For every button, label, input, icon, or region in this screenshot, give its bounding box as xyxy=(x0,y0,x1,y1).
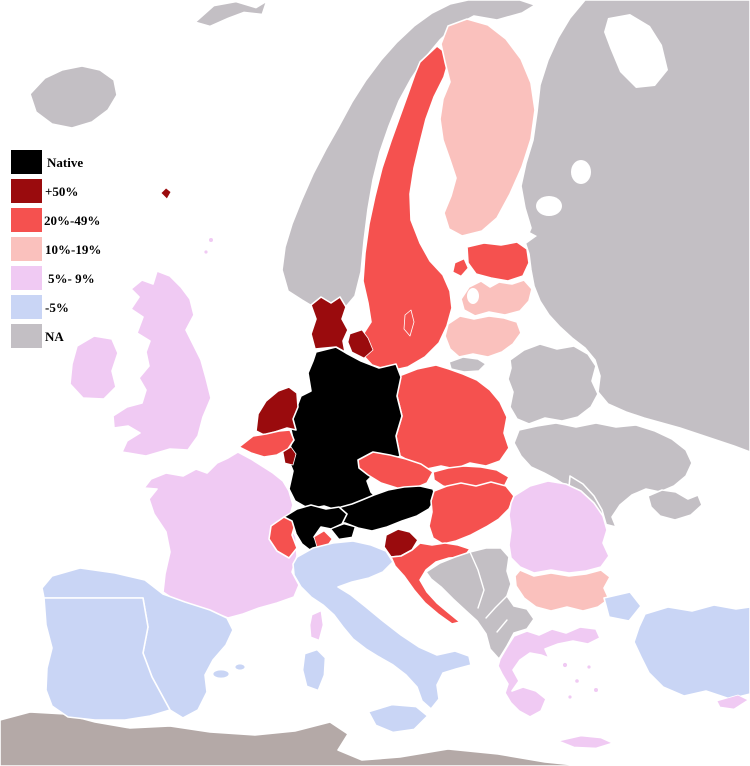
white-sea xyxy=(604,14,668,88)
country-denmark xyxy=(310,296,349,353)
country-ireland xyxy=(69,335,119,400)
country-switzerland xyxy=(283,504,348,552)
greek-island-2 xyxy=(574,678,580,684)
legend-row-native: Native xyxy=(11,150,83,174)
legend-row-p10-19: 10%-19% xyxy=(11,237,101,261)
country-kaliningrad xyxy=(448,356,487,373)
country-greece xyxy=(497,626,601,718)
country-sardinia xyxy=(302,649,326,691)
country-luxembourg xyxy=(282,446,297,466)
country-italy xyxy=(292,540,472,710)
border-serbia-macedonia xyxy=(485,595,508,619)
country-estonia xyxy=(466,241,530,282)
country-czechia xyxy=(357,451,434,490)
country-shetland-islands xyxy=(208,237,214,243)
legend-row-p50: +50% xyxy=(11,179,78,203)
country-balearic-islands-minor xyxy=(234,663,246,671)
lake-onega xyxy=(571,160,591,184)
gulf-of-riga xyxy=(467,288,479,304)
country-latvia xyxy=(460,279,533,317)
legend-swatch-p50 xyxy=(11,179,42,203)
country-corsica xyxy=(309,610,324,641)
country-croatia xyxy=(390,542,471,625)
country-ukraine xyxy=(513,422,693,528)
country-russia xyxy=(520,0,750,453)
country-denmark-islands xyxy=(347,329,374,359)
greek-island-3 xyxy=(586,664,592,670)
country-crete xyxy=(558,735,613,749)
country-north-africa xyxy=(0,711,586,766)
greek-island-4 xyxy=(593,687,599,693)
country-turkey-thrace xyxy=(603,591,642,622)
country-romania xyxy=(508,480,610,574)
country-iceland xyxy=(29,65,118,129)
country-belarus xyxy=(507,343,599,425)
country-estonia-islands xyxy=(452,258,469,277)
legend-label-p5-9: 5%- 9% xyxy=(48,271,95,286)
country-lithuania xyxy=(444,315,522,358)
legend-label-p50: +50% xyxy=(45,184,78,199)
greek-island-5 xyxy=(567,694,573,700)
country-portugal xyxy=(43,597,171,721)
country-crimea xyxy=(647,489,703,521)
country-belgium xyxy=(238,429,295,458)
sea-of-azov xyxy=(690,444,748,475)
country-faroe-islands xyxy=(160,187,172,200)
legend-swatch-p5-9 xyxy=(11,266,42,290)
country-united-kingdom xyxy=(112,270,212,457)
black-sea xyxy=(607,475,750,612)
country-sicily xyxy=(368,704,428,733)
greek-island-1 xyxy=(562,662,568,668)
legend-label-native: Native xyxy=(47,155,83,170)
legend-label-p10-19: 10%-19% xyxy=(45,242,101,257)
lake-ladoga xyxy=(536,196,562,216)
legend-swatch-p10-19 xyxy=(11,237,42,261)
country-hungary xyxy=(428,481,515,545)
country-svalbard xyxy=(195,1,267,27)
country-orkney-islands xyxy=(203,249,209,255)
region-south-tyrol xyxy=(330,523,356,540)
country-cyprus xyxy=(716,694,749,710)
country-sweden xyxy=(359,45,453,372)
country-bulgaria xyxy=(514,569,611,612)
legend-swatch-na xyxy=(11,324,42,348)
country-finland xyxy=(439,18,536,237)
legend-swatch-p20-49 xyxy=(11,208,42,232)
country-turkey xyxy=(633,604,750,700)
legend: Native +50% 20%-49% 10%-19% 5%- 9% -5% N… xyxy=(11,150,101,348)
legend-row-p5-9: 5%- 9% xyxy=(11,266,95,290)
border-bosnia-serbia xyxy=(469,551,485,609)
legend-label-p20-49: 20%-49% xyxy=(44,213,100,228)
legend-swatch-native xyxy=(11,150,42,174)
legend-label-m5: -5% xyxy=(45,300,69,315)
legend-row-m5: -5% xyxy=(11,295,69,319)
border-albania-macedonia xyxy=(496,619,508,633)
legend-swatch-m5 xyxy=(11,295,42,319)
country-balearic-islands xyxy=(212,669,230,679)
country-norway xyxy=(281,0,536,313)
country-gotland xyxy=(403,309,415,337)
legend-label-na: NA xyxy=(45,329,64,344)
legend-row-na: NA xyxy=(11,324,64,348)
legend-row-p20-49: 20%-49% xyxy=(11,208,100,232)
